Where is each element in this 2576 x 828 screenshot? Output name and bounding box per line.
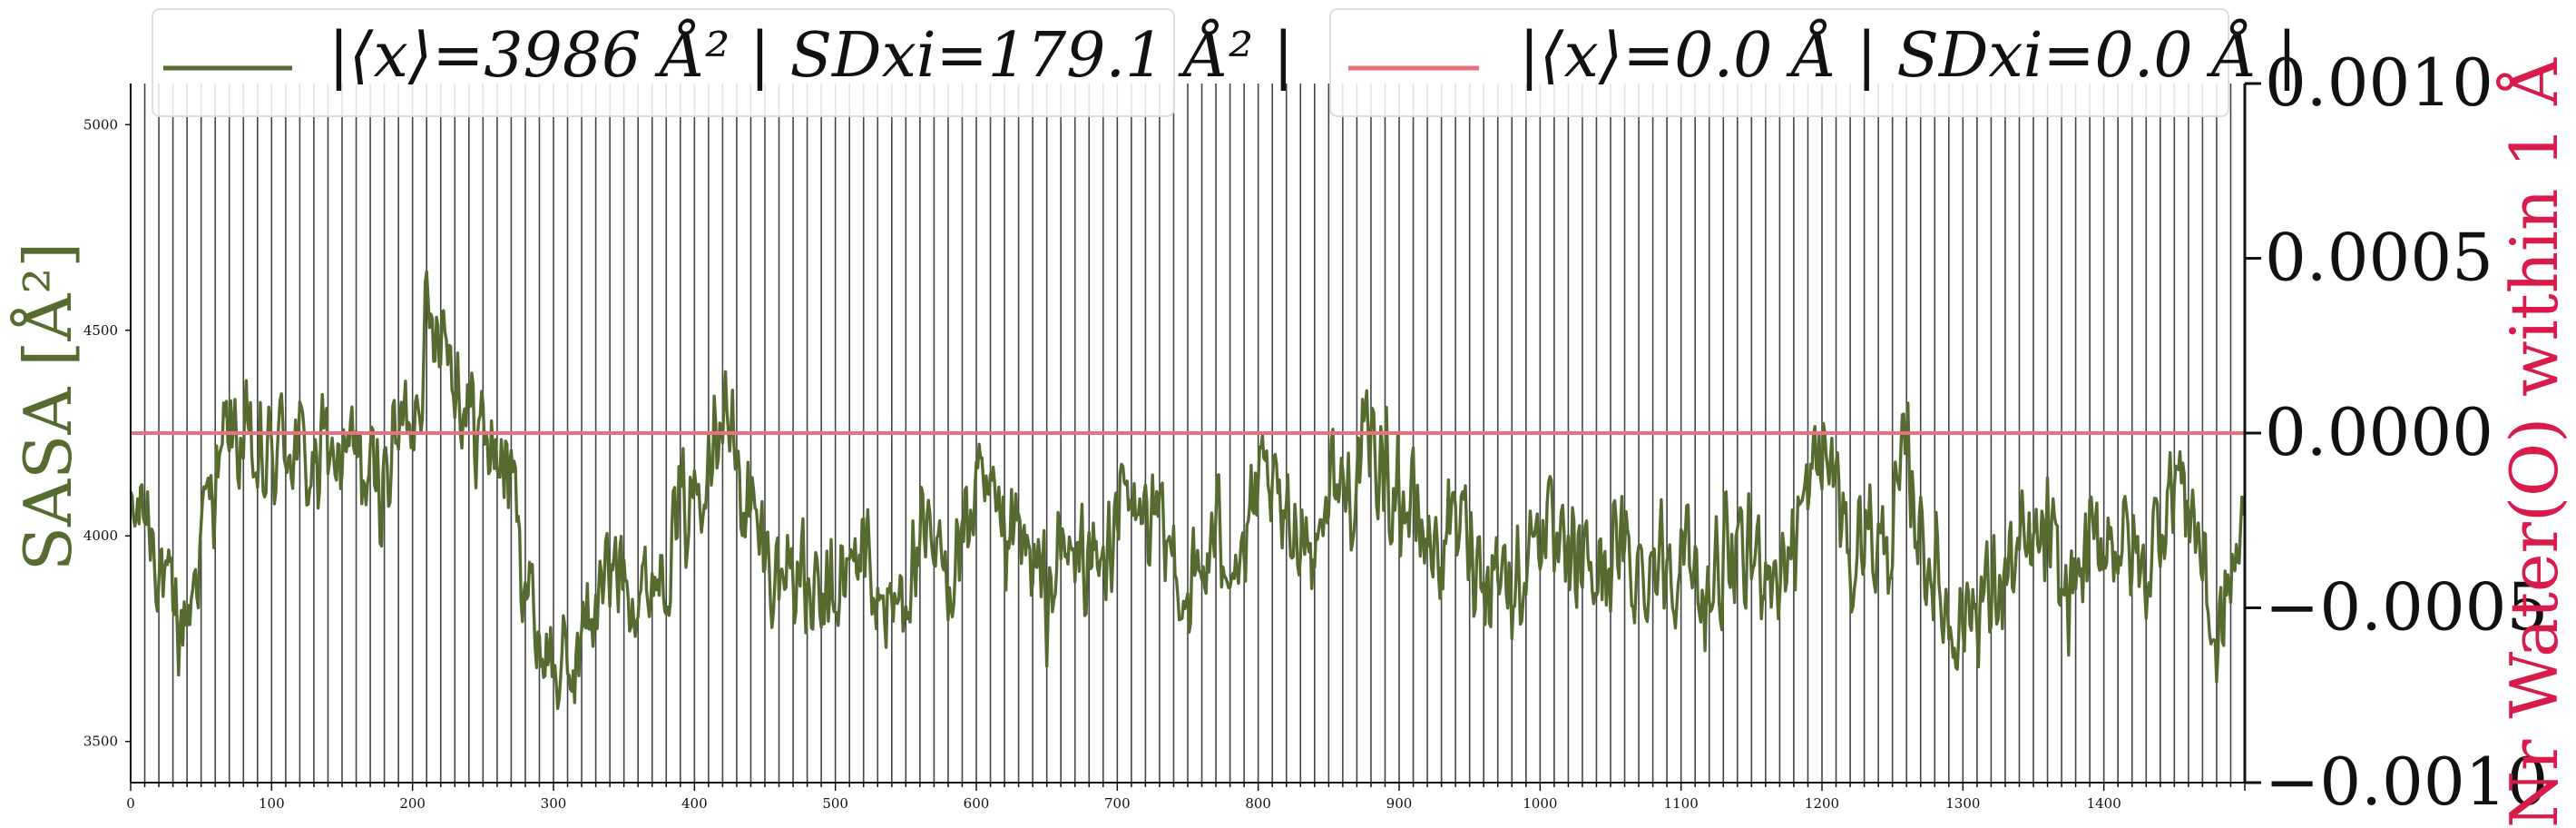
legend-sasa: |⟨x⟩=3986 Å² | SDxi=179.1 Å² | [152,8,1294,117]
x-tick-label: 1300 [1945,795,1980,812]
y-axis-label-right: Nr Water(O) within 1 Å [2495,57,2572,828]
legend-water-label: |⟨x⟩=0.0 Å | SDxi=0.0 Å | [1519,19,2297,92]
ticks: 0 100 200 300 400 500 600 700 800 900 1000 1100 1200… [83,44,2548,820]
x-tick-label: 600 [964,795,990,812]
x-tick-label: 700 [1104,795,1131,812]
x-tick-label: 1400 [2087,795,2121,812]
y-left-tick-label: 4500 [83,322,118,339]
y-left-tick-label: 5000 [83,116,118,133]
y-right-tick-label: 0.0005 [2265,220,2493,296]
series-group [129,270,2246,711]
x-tick-label: 0 [126,795,135,812]
legend-sasa-box [152,8,1175,117]
x-tick-label: 400 [681,795,708,812]
x-tick-label: 1100 [1664,795,1699,812]
y-left-tick-label: 3500 [83,734,118,750]
legend-water: |⟨x⟩=0.0 Å | SDxi=0.0 Å | [1329,8,2297,117]
y-left-tick-label: 4000 [83,527,118,544]
x-tick-label: 1000 [1523,795,1557,812]
x-tick-label: 800 [1245,795,1271,812]
y-right-tick-label: 0.0010 [2265,44,2493,121]
x-tick-label: 300 [541,795,567,812]
y-right-tick-label: −0.0010 [2265,744,2548,820]
x-tick-label: 100 [259,795,285,812]
y-axis-label-left: SASA [Å²] [9,242,86,572]
x-tick-label: 1200 [1805,795,1839,812]
x-tick-label: 200 [399,795,426,812]
legend-water-box [1329,8,2229,117]
sasa-series-line [129,270,2246,711]
x-tick-label: 500 [822,795,848,812]
y-right-tick-label: 0.0000 [2265,394,2493,470]
y-right-tick-label: −0.0005 [2265,569,2548,646]
legend-sasa-label: |⟨x⟩=3986 Å² | SDxi=179.1 Å² | [328,19,1294,92]
x-tick-label: 900 [1386,795,1413,812]
